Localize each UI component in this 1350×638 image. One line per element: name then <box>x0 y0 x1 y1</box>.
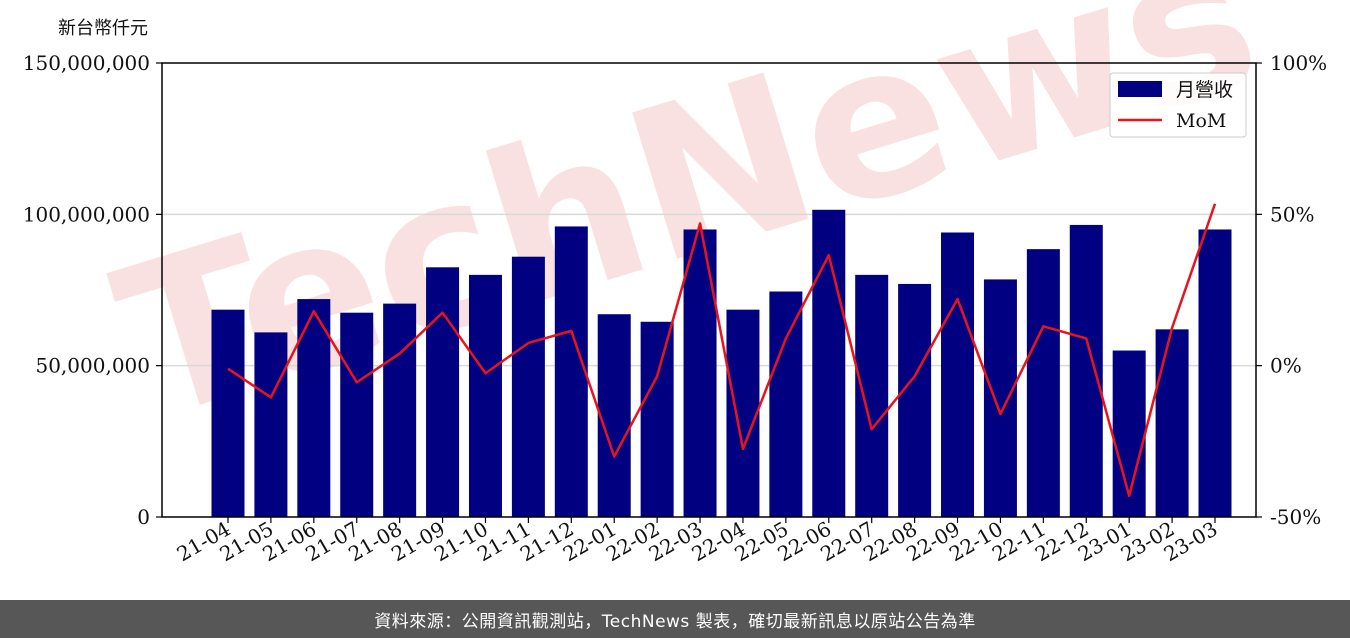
chart-canvas: TechNews050,000,000100,000,000150,000,00… <box>23 0 1327 566</box>
revenue-bar <box>597 314 631 517</box>
revenue-bar <box>683 229 717 517</box>
revenue-bar <box>769 291 803 517</box>
y-right-tick-label: 100% <box>1270 51 1327 75</box>
revenue-bar <box>1155 329 1189 517</box>
revenue-bar <box>812 209 846 517</box>
revenue-bar <box>640 321 674 517</box>
revenue-bar <box>554 226 588 517</box>
revenue-bar <box>1069 224 1103 517</box>
y-right-tick-label: -50% <box>1270 505 1321 529</box>
revenue-bar <box>726 309 760 517</box>
revenue-bar <box>1026 249 1060 517</box>
y-right-tick-label: 0% <box>1270 354 1302 378</box>
plot-frame <box>161 62 1257 518</box>
mom-line <box>227 203 1217 498</box>
revenue-bar <box>254 332 288 517</box>
revenue-bar <box>426 267 460 517</box>
legend-label-revenue: 月營收 <box>1176 79 1233 101</box>
revenue-bar <box>211 309 245 517</box>
revenue-bar <box>468 274 502 517</box>
revenue-bar <box>383 303 417 517</box>
revenue-bar <box>1198 229 1232 517</box>
revenue-bar <box>983 279 1017 517</box>
legend-label-mom: MoM <box>1176 110 1226 132</box>
revenue-chart: 新台幣仟元 TechNews 0 50,000,000 100,000,000 150,… <box>23 0 1327 566</box>
y-left-tick-label: 50,000,000 <box>35 354 150 378</box>
y-right-tick-label: 50% <box>1270 202 1314 226</box>
y-left-tick-label: 100,000,000 <box>23 202 150 226</box>
footer-text: 資料來源：公開資訊觀測站，TechNews 製表，確切最新訊息以原站公告為準 <box>374 611 976 632</box>
revenue-bar <box>340 312 374 517</box>
revenue-bar <box>511 256 545 517</box>
y-axis-unit-label: 新台幣仟元 <box>58 18 148 39</box>
revenue-bar <box>1112 350 1146 517</box>
source-footer: 資料來源：公開資訊觀測站，TechNews 製表，確切最新訊息以原站公告為準 <box>0 600 1350 638</box>
revenue-bar <box>898 283 932 517</box>
y-left-tick-label: 0 <box>137 505 150 529</box>
revenue-bar <box>855 274 889 517</box>
revenue-bar <box>941 232 975 517</box>
y-left-tick-label: 150,000,000 <box>23 51 150 75</box>
legend-bar-swatch <box>1118 81 1162 97</box>
